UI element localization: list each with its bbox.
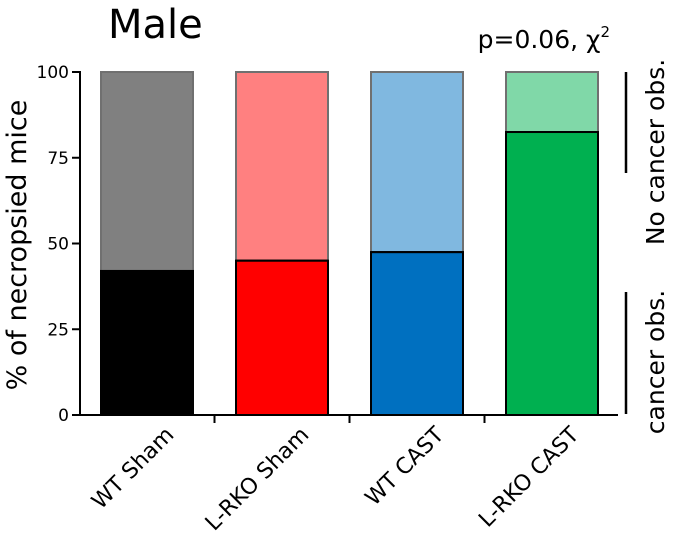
side-label-lower: cancer obs. xyxy=(641,290,670,434)
y-axis-label: % of necropsied mice xyxy=(2,100,33,391)
bar-segment-no-cancer xyxy=(236,72,328,261)
x-axis-tick-labels: WT Sham L-RKO Sham WT CAST L-RKO CAST xyxy=(87,422,584,536)
bar-segment-cancer xyxy=(101,270,193,415)
bar-segment-cancer xyxy=(236,260,328,415)
chart-title: Male xyxy=(108,2,203,48)
chi-superscript: 2 xyxy=(600,23,610,41)
x-tick-label: WT CAST xyxy=(361,422,450,511)
bar-lower-outline xyxy=(505,131,599,416)
y-tick-label: 75 xyxy=(47,149,69,169)
bars xyxy=(100,71,599,416)
p-value-annotation: p=0.06, χ2 xyxy=(478,23,610,54)
x-tick-label: L-RKO Sham xyxy=(201,423,314,536)
y-tick-label: 50 xyxy=(47,235,69,255)
y-tick-label: 25 xyxy=(47,320,69,340)
bar-segment-no-cancer xyxy=(371,72,463,253)
x-tick-label: WT Sham xyxy=(87,423,179,515)
bar-lower-outline xyxy=(235,259,329,416)
side-label-upper: No cancer obs. xyxy=(641,59,670,245)
bar-segment-no-cancer xyxy=(506,72,598,133)
bar-segment-cancer xyxy=(506,132,598,415)
p-value-text: p=0.06, xyxy=(478,25,586,54)
bar-segment-no-cancer xyxy=(101,72,193,271)
x-tick-label: L-RKO CAST xyxy=(474,422,584,532)
bar-lower-outline xyxy=(100,269,194,416)
y-tick-label: 100 xyxy=(37,63,69,83)
y-tick-label: 0 xyxy=(58,406,69,426)
bar-segment-cancer xyxy=(371,252,463,415)
bar-lower-outline xyxy=(370,251,464,416)
chi-symbol: χ xyxy=(586,25,600,54)
